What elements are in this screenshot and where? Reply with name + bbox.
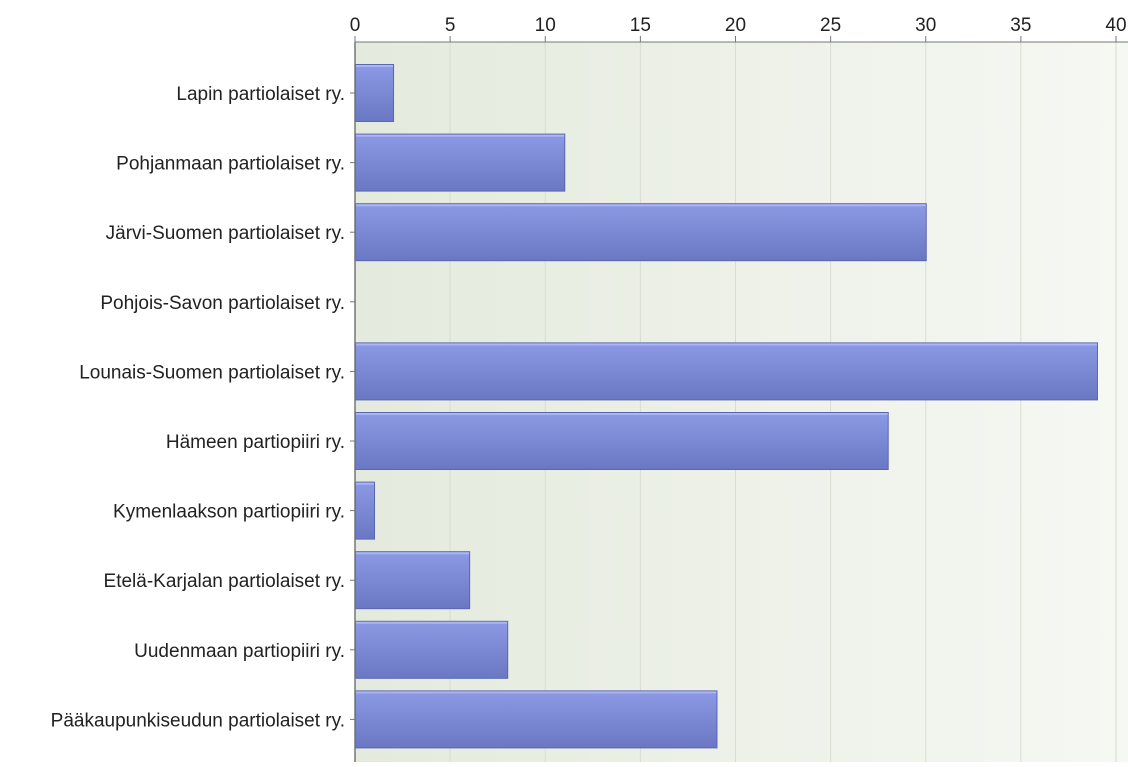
x-tick-label: 20: [725, 15, 746, 36]
bar: [355, 342, 1098, 401]
category-label: Lapin partiolaiset ry.: [176, 84, 345, 105]
x-tick-label: 40: [1105, 15, 1126, 36]
category-label: Kymenlaakson partiopiiri ry.: [113, 502, 345, 523]
bar: [355, 203, 927, 262]
x-tick-label: 30: [915, 15, 936, 36]
category-label: Järvi-Suomen partiolaiset ry.: [106, 223, 345, 244]
bar: [355, 620, 509, 679]
bar: [355, 412, 889, 470]
bar: [355, 133, 566, 192]
x-tick-label: 35: [1010, 15, 1031, 36]
bar: [355, 551, 471, 610]
x-tick-label: 0: [350, 15, 361, 36]
bar: [355, 64, 395, 122]
category-label: Hämeen partiopiiri ry.: [166, 432, 345, 453]
x-tick-label: 5: [445, 15, 456, 36]
category-label: Pohjanmaan partiolaiset ry.: [116, 154, 345, 175]
category-label: Lounais-Suomen partiolaiset ry.: [79, 362, 345, 383]
x-tick-label: 25: [820, 15, 841, 36]
x-tick-label: 15: [630, 15, 651, 36]
category-label: Uudenmaan partiopiiri ry.: [134, 641, 345, 662]
bar: [355, 690, 718, 749]
bar: [355, 481, 376, 540]
x-tick-label: 10: [535, 15, 556, 36]
category-label: Pääkaupunkiseudun partiolaiset ry.: [51, 710, 345, 731]
category-label: Pohjois-Savon partiolaiset ry.: [100, 293, 345, 314]
category-label: Etelä-Karjalan partiolaiset ry.: [104, 571, 345, 592]
